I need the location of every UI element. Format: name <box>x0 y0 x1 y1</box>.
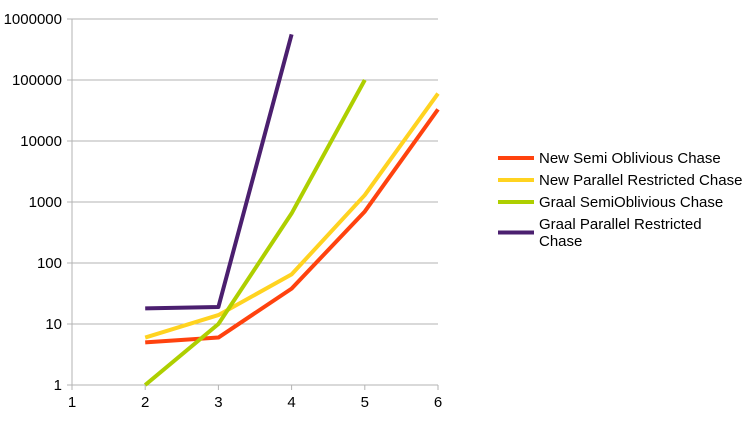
x-tick-label: 2 <box>141 394 149 411</box>
gridlines <box>72 18 438 386</box>
x-tick-label: 1 <box>68 394 76 411</box>
series-lines <box>143 33 440 387</box>
series-line-1 <box>145 108 440 345</box>
legend-label: New Semi Oblivious Chase <box>539 150 721 167</box>
series-line-4 <box>145 33 294 311</box>
y-tick-label: 1000000 <box>4 11 62 28</box>
legend-item-2: New Parallel Restricted Chase <box>498 172 742 189</box>
y-tick-label: 1000 <box>29 194 62 211</box>
legend-label: Graal SemiOblivious Chase <box>539 194 723 211</box>
series-line-2 <box>144 92 440 340</box>
x-tick-label: 6 <box>434 394 442 411</box>
legend-item-4: Graal Parallel Restricted Chase <box>498 216 702 250</box>
y-tick-label: 10000 <box>20 133 62 150</box>
legend-item-1: New Semi Oblivious Chase <box>498 150 721 167</box>
x-tick-label: 4 <box>287 394 295 411</box>
y-tick-label: 100 <box>37 255 62 272</box>
series-line-3 <box>143 79 367 387</box>
y-tick-label: 1 <box>54 377 62 394</box>
tick-labels: 1 10 100 1000 10000 100000 1000000 1 2 3 4 5 6 <box>4 11 443 411</box>
y-tick-label: 10 <box>45 316 62 333</box>
axes <box>67 18 439 390</box>
x-tick-label: 3 <box>214 394 222 411</box>
legend-item-3: Graal SemiOblivious Chase <box>498 194 723 211</box>
x-tick-label: 5 <box>361 394 369 411</box>
y-tick-label: 100000 <box>12 72 62 89</box>
legend-label: New Parallel Restricted Chase <box>539 172 742 189</box>
legend-label: Graal Parallel Restricted Chase <box>539 216 702 250</box>
legend: New Semi Oblivious Chase New Parallel Res… <box>498 150 742 250</box>
